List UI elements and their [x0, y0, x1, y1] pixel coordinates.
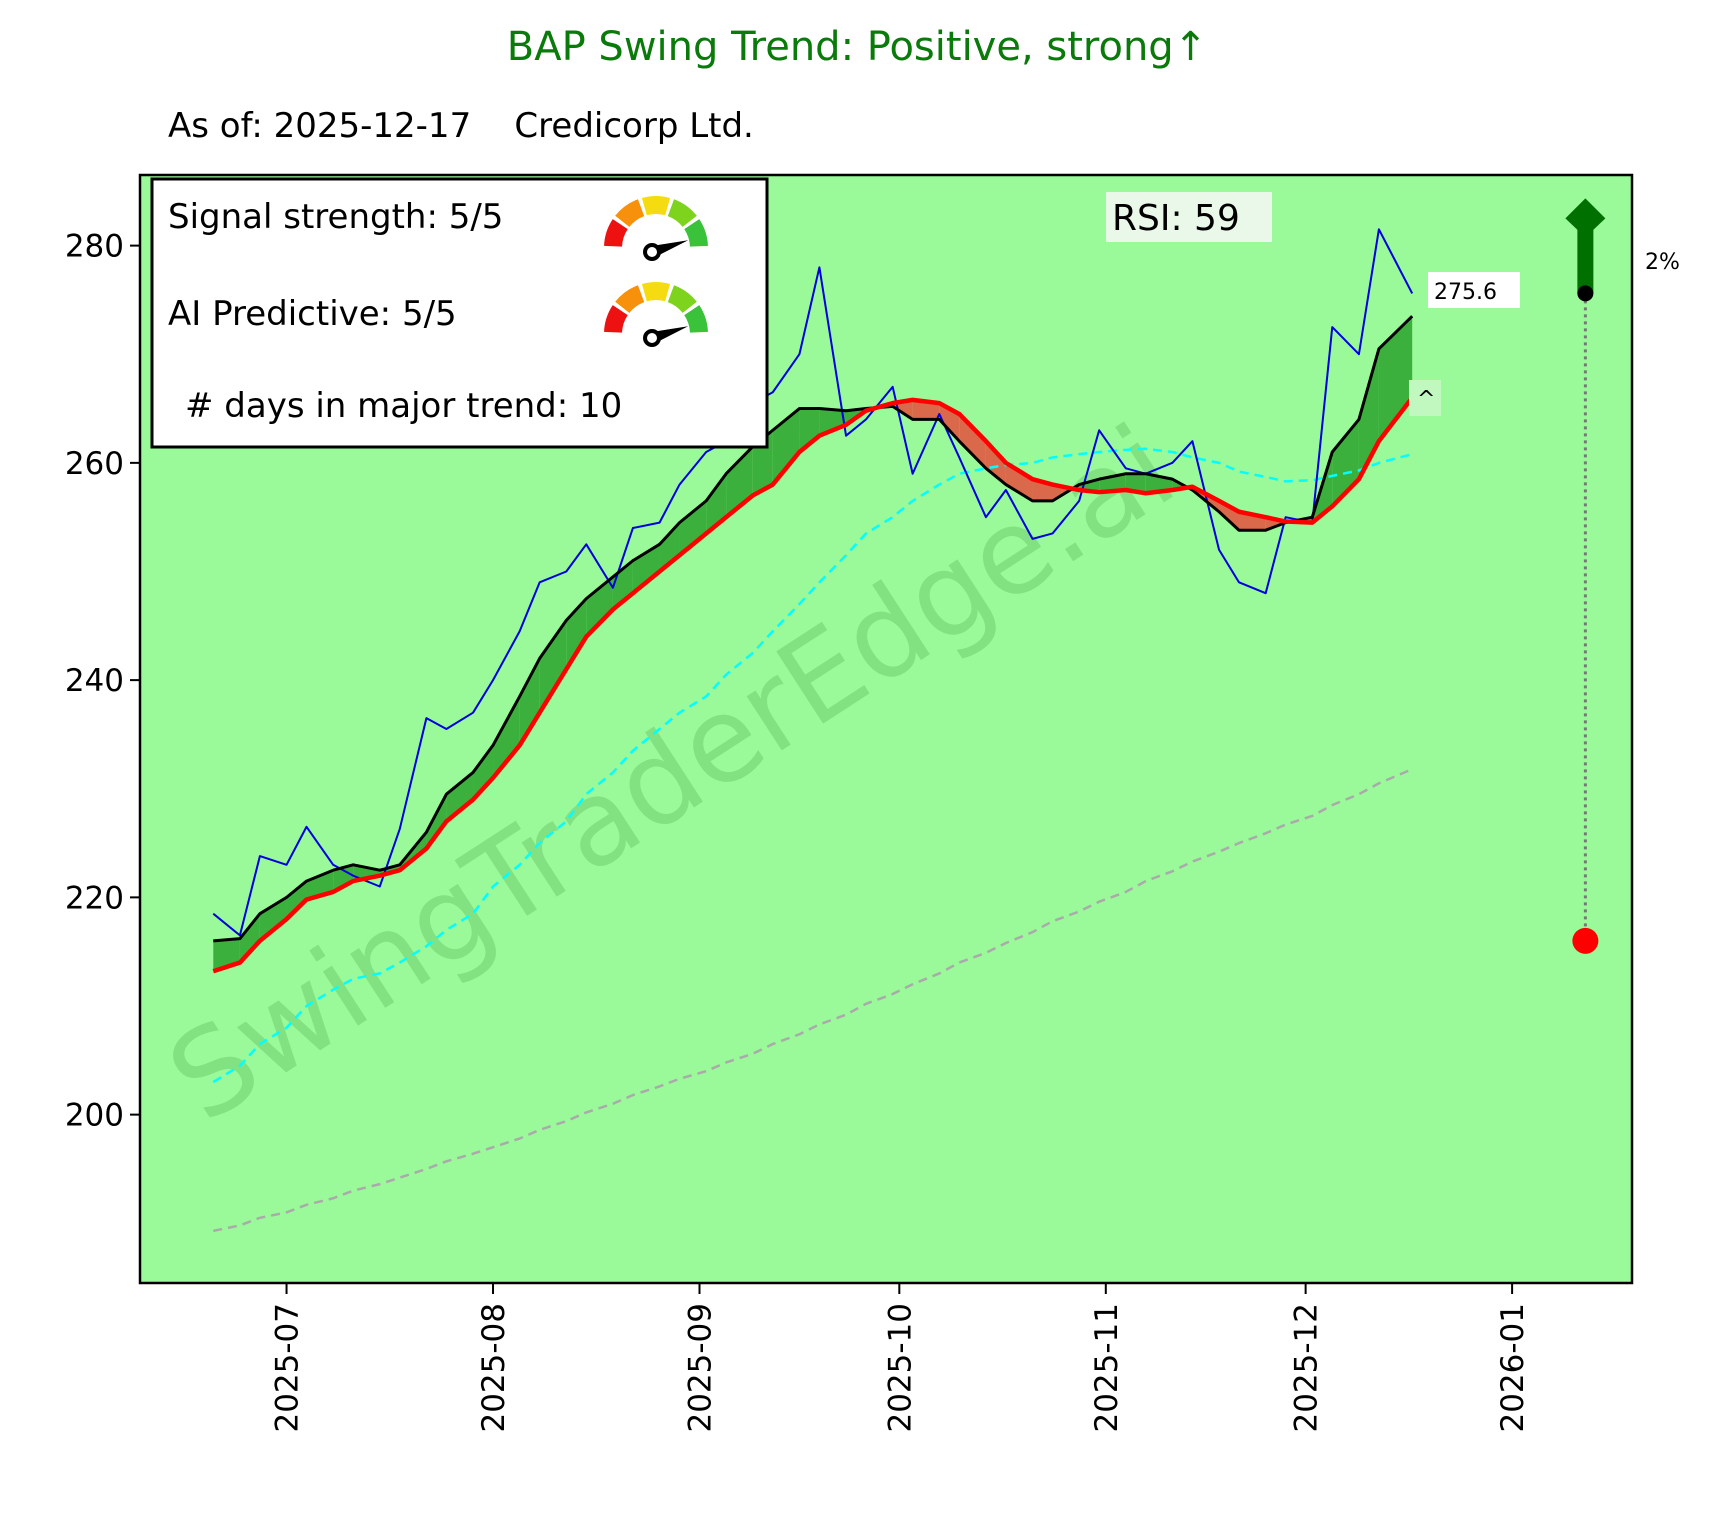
bullish-fill-segment	[286, 881, 307, 920]
bullish-fill-segment	[772, 408, 800, 485]
current-price-dot	[1577, 285, 1594, 302]
rsi-badge: RSI: 59	[1106, 192, 1272, 242]
bullish-fill-segment	[679, 500, 707, 556]
x-tick-label: 2025-11	[1089, 1303, 1125, 1433]
bullish-fill-segment	[239, 913, 260, 963]
gauge-hub	[643, 243, 661, 261]
bullish-fill-segment	[259, 897, 287, 941]
x-tick-label: 2026-01	[1495, 1303, 1531, 1433]
bullish-fill-segment	[1125, 473, 1146, 494]
bullish-fill-segment	[446, 772, 474, 822]
bullish-fill-segment	[1378, 316, 1413, 442]
bullish-fill-segment	[586, 576, 613, 637]
bullish-fill-segment	[612, 560, 633, 610]
caret-badge: ^	[1409, 380, 1441, 416]
bullish-fill-segment	[819, 408, 847, 436]
legend-box: Signal strength: 5/5 AI Predictive: 5/5 …	[150, 177, 769, 449]
gauge-segment	[641, 282, 671, 302]
up-arrow-shaft	[1577, 227, 1594, 294]
y-axis: 200 220 240 260 280	[65, 229, 140, 1134]
bullish-fill-segment	[539, 620, 567, 713]
gauge-hub	[643, 329, 661, 347]
bullish-fill-segment	[333, 864, 354, 892]
up-arrow-icon	[1565, 198, 1606, 238]
bullish-fill-segment	[519, 658, 540, 746]
y-tick-label: 260	[65, 446, 124, 482]
plot-frame	[138, 173, 1634, 1285]
caret-label: ^	[1417, 387, 1435, 412]
days-in-trend-label: # days in major trend: 10	[185, 386, 622, 426]
bullish-fill-segment	[493, 696, 520, 778]
fast-ma-line	[213, 315, 1414, 943]
bearish-fill-segment	[1005, 462, 1033, 501]
gauge-segment	[604, 219, 628, 247]
ma200-line	[213, 768, 1413, 1233]
bullish-fill-segment	[632, 544, 660, 594]
x-tick-label: 2025-10	[882, 1303, 918, 1433]
last-price-label: 275.6	[1434, 280, 1497, 305]
gauge-segment	[641, 196, 671, 216]
bearish-fill-segment	[1052, 484, 1080, 501]
bullish-fill-segment	[799, 408, 820, 452]
last-price-badge: 275.6	[1428, 272, 1520, 308]
gauge-segment	[615, 285, 645, 313]
rsi-label: RSI: 59	[1112, 198, 1240, 239]
series-layer	[212, 228, 1414, 1233]
x-tick-label: 2025-08	[476, 1303, 512, 1433]
x-tick-label: 2025-09	[683, 1303, 719, 1433]
signal-strength-label: Signal strength: 5/5	[168, 197, 503, 237]
ma50-line	[212, 447, 1413, 1084]
target-percent-label: 2%	[1645, 250, 1680, 275]
gauge-segment	[684, 219, 708, 247]
bearish-fill-segment	[1219, 500, 1240, 531]
bullish-fill-segment	[353, 864, 380, 882]
gauge-segment	[604, 305, 628, 333]
gauge-segment	[667, 199, 697, 227]
y-tick-label: 240	[65, 663, 124, 699]
x-axis: 2025-07 2025-08 2025-09 2025-10 2025-11 2025-…	[270, 1283, 1531, 1433]
target-projection	[1565, 198, 1606, 954]
bearish-fill-segment	[959, 413, 986, 469]
bullish-fill-segment	[426, 794, 447, 849]
ai-predictive-label: AI Predictive: 5/5	[168, 294, 457, 334]
y-tick-label: 200	[65, 1098, 124, 1134]
chart-subtitle: As of: 2025-12-17 Credicorp Ltd.	[168, 106, 754, 146]
x-tick-label: 2025-12	[1289, 1303, 1325, 1433]
y-tick-label: 280	[65, 229, 124, 265]
gauge-segment	[615, 199, 645, 227]
chart-title: BAP Swing Trend: Positive, strong↑	[506, 24, 1208, 70]
gauge-segment	[667, 285, 697, 313]
slow-ma-line	[212, 396, 1414, 974]
bearish-fill-segment	[985, 441, 1006, 485]
x-tick-label: 2025-07	[270, 1303, 306, 1433]
bearish-fill-segment	[912, 399, 940, 420]
y-tick-label: 220	[65, 880, 124, 916]
target-dot	[1572, 927, 1599, 954]
gauge-segment	[684, 305, 708, 333]
ai-predictive-gauge-icon	[604, 282, 708, 347]
bullish-fill-segment	[473, 745, 494, 800]
signal-strength-gauge-icon	[604, 196, 708, 261]
